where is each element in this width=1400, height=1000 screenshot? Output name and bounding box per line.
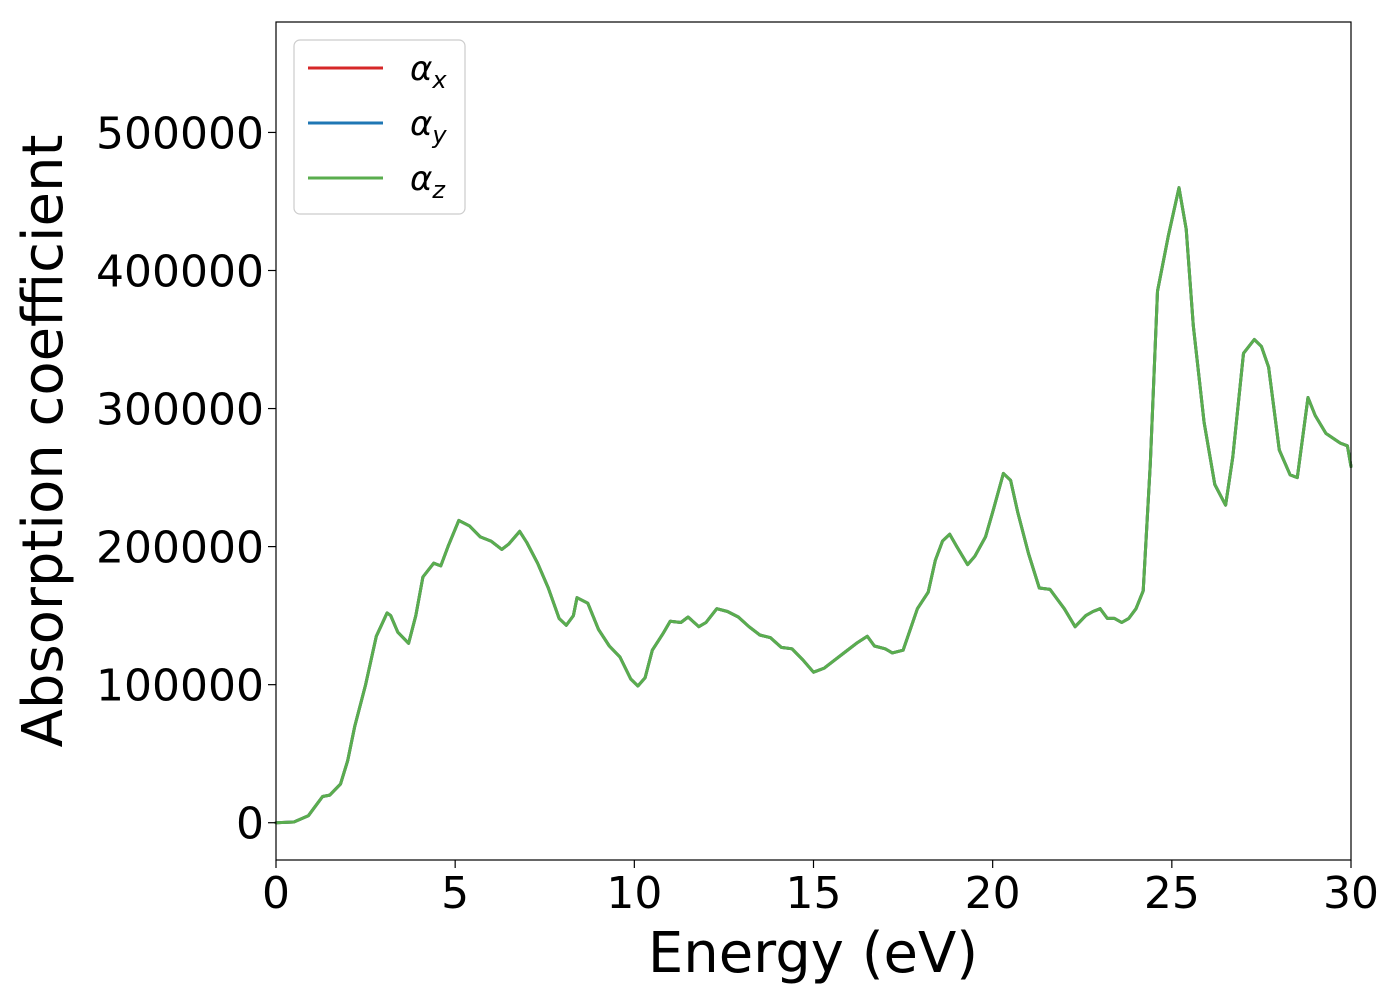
legend-box: [293, 39, 466, 215]
legend-symbol: α: [410, 49, 432, 89]
y-axis-label: Absorption coefficient: [11, 135, 76, 748]
legend-symbol: α: [410, 159, 432, 199]
y-tick-label: 500000: [96, 108, 264, 159]
x-tick-label: 10: [606, 868, 662, 919]
series-line-z: [274, 186, 1353, 825]
series-layer: [274, 186, 1353, 825]
legend-symbol: α: [410, 104, 432, 144]
legend-label-x: αx: [410, 49, 447, 94]
legend-subscript: x: [431, 66, 447, 94]
y-tick-label: 300000: [96, 385, 264, 436]
legend-label-z: αz: [410, 159, 446, 204]
x-tick-label: 5: [441, 868, 469, 919]
x-axis-label: Energy (eV): [648, 921, 978, 986]
legend-label-y: αy: [410, 104, 447, 149]
x-tick-label: 20: [965, 868, 1021, 919]
legend-subscript: y: [431, 121, 447, 149]
legend-subscript: z: [431, 176, 446, 204]
y-tick-label: 200000: [96, 523, 264, 574]
y-axis: 0 100000 200000 300000 400000 500000: [96, 108, 276, 850]
y-tick-label: 400000: [96, 247, 264, 298]
y-tick-label: 100000: [96, 661, 264, 712]
y-tick-label: 0: [236, 799, 264, 850]
x-tick-label: 15: [786, 868, 842, 919]
x-tick-label: 30: [1323, 868, 1379, 919]
x-axis: 0 5 10 15 20 25 30: [262, 860, 1379, 919]
x-tick-label: 25: [1144, 868, 1200, 919]
x-tick-label: 0: [262, 868, 290, 919]
